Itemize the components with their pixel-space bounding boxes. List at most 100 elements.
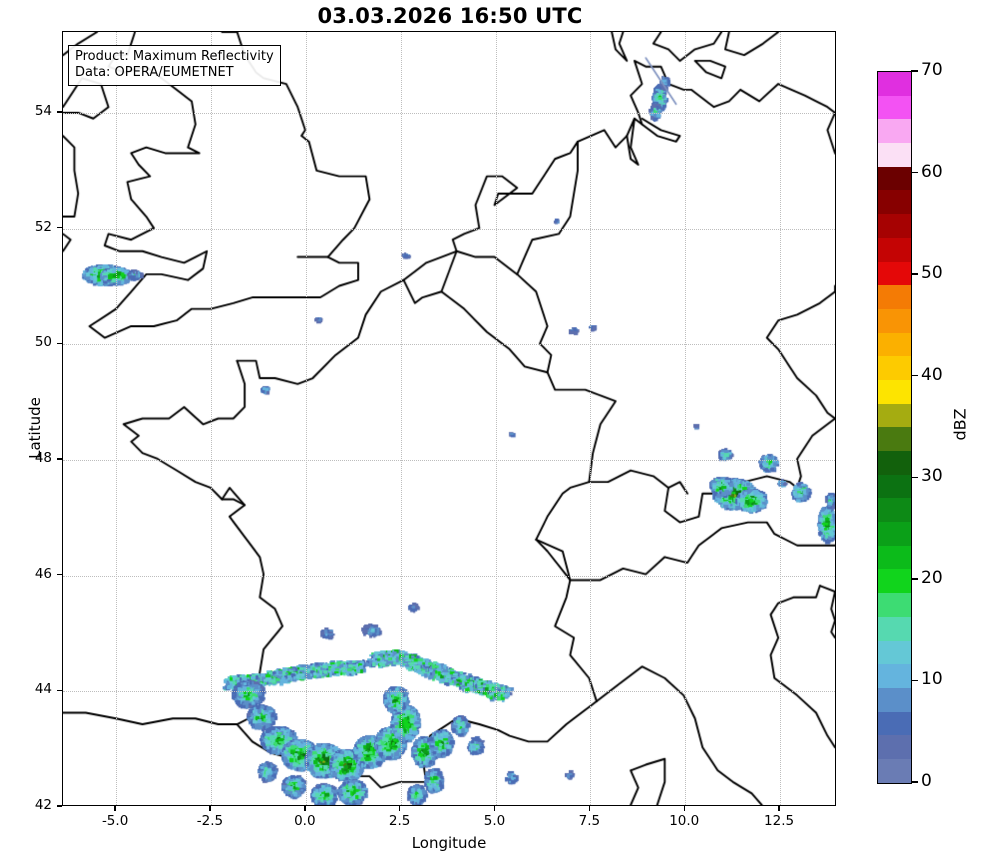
colorbar-band-21: [878, 569, 911, 594]
colorbar-band-17: [878, 474, 911, 499]
gridline-vertical: [210, 32, 212, 805]
x-tick: [588, 806, 591, 811]
y-tick-label: 48: [34, 449, 52, 466]
colorbar-band-28: [878, 735, 911, 759]
page-title: 03.03.2026 16:50 UTC: [317, 4, 583, 28]
y-tick: [57, 458, 62, 460]
x-tick: [683, 806, 685, 811]
x-tick: [304, 806, 306, 811]
annotation-data-line: Data: OPERA/EUMETNET: [75, 65, 234, 80]
colorbar-tick: [911, 375, 918, 377]
colorbar-tick-label: 70: [921, 60, 943, 80]
dbz-colorbar[interactable]: [877, 71, 912, 784]
x-tick-label: 0.0: [294, 813, 316, 829]
colorbar-band-25: [878, 664, 911, 688]
gridline-vertical: [780, 32, 782, 805]
x-tick: [778, 806, 780, 811]
colorbar-band-6: [878, 214, 911, 238]
colorbar-band-23: [878, 616, 911, 641]
gridline-horizontal: [63, 575, 835, 577]
y-tick: [57, 573, 62, 576]
colorbar-band-8: [878, 261, 911, 286]
gridline-horizontal: [63, 691, 835, 693]
colorbar-tick: [911, 679, 918, 682]
y-tick: [57, 111, 62, 113]
x-tick-label: 12.5: [764, 813, 795, 829]
radar-reflectivity-canvas: [63, 32, 835, 805]
colorbar-band-20: [878, 545, 911, 570]
colorbar-band-18: [878, 498, 911, 523]
radar-map-plot[interactable]: [62, 31, 836, 806]
gridline-vertical: [590, 32, 592, 805]
colorbar-band-24: [878, 640, 911, 665]
colorbar-band-13: [878, 379, 911, 404]
colorbar-tick-label: 0: [921, 771, 932, 791]
gridline-horizontal: [63, 112, 835, 114]
colorbar-band-9: [878, 285, 911, 309]
gridline-vertical: [495, 32, 497, 805]
colorbar-band-5: [878, 190, 911, 215]
gridline-horizontal: [63, 459, 835, 461]
colorbar-tick-label: 20: [921, 567, 943, 588]
y-tick: [57, 689, 62, 692]
colorbar-tick-label: 40: [921, 364, 943, 385]
colorbar-tick-label: 30: [921, 466, 943, 487]
colorbar-band-26: [878, 687, 911, 712]
colorbar-band-12: [878, 356, 911, 380]
colorbar-tick-label: 60: [921, 161, 943, 182]
x-tick-label: 7.5: [578, 813, 601, 829]
colorbar-tick-label: 50: [921, 263, 943, 284]
gridline-horizontal: [63, 228, 835, 230]
colorbar-tick: [911, 70, 918, 72]
colorbar-band-10: [878, 308, 911, 333]
colorbar-title: dBZ: [950, 408, 970, 441]
x-tick-label: -5.0: [101, 813, 129, 829]
colorbar-band-22: [878, 593, 911, 617]
colorbar-band-1: [878, 95, 911, 120]
colorbar-band-2: [878, 119, 911, 144]
colorbar-band-14: [878, 403, 911, 428]
x-tick-label: -2.5: [196, 813, 224, 829]
x-tick-label: 5.0: [483, 813, 506, 829]
gridline-horizontal: [63, 344, 835, 346]
y-tick-label: 52: [34, 218, 52, 235]
colorbar-band-7: [878, 237, 911, 262]
colorbar-band-4: [878, 166, 911, 191]
annotation-product-line: Product: Maximum Reflectivity: [75, 49, 274, 64]
gridline-vertical: [305, 32, 307, 805]
y-tick-label: 46: [34, 565, 52, 582]
y-tick: [57, 342, 62, 344]
x-tick: [398, 806, 401, 811]
y-tick-label: 54: [34, 102, 52, 119]
colorbar-band-27: [878, 711, 911, 736]
product-annotation-box: Product: Maximum Reflectivity Data: OPER…: [68, 45, 281, 86]
colorbar-band-11: [878, 332, 911, 357]
colorbar-band-16: [878, 451, 911, 475]
colorbar-tick: [911, 781, 918, 783]
colorbar-band-15: [878, 427, 911, 451]
colorbar-band-0: [878, 72, 911, 96]
y-tick-label: 44: [34, 681, 52, 698]
y-tick: [57, 226, 62, 229]
colorbar-band-29: [878, 758, 911, 783]
x-tick-label: 2.5: [388, 813, 411, 829]
colorbar-tick: [911, 171, 918, 174]
x-tick: [114, 806, 116, 811]
x-tick: [493, 806, 496, 811]
gridline-vertical: [116, 32, 118, 805]
y-axis-title: Latitude: [26, 397, 44, 459]
colorbar-band-3: [878, 143, 911, 167]
x-tick-label: 10.0: [669, 813, 700, 829]
gridline-vertical: [400, 32, 402, 805]
colorbar-tick: [911, 578, 918, 580]
colorbar-tick: [911, 273, 918, 275]
x-tick: [209, 806, 211, 811]
colorbar-band-19: [878, 522, 911, 546]
y-tick-label: 42: [34, 797, 52, 813]
colorbar-tick: [911, 476, 918, 478]
y-tick: [57, 805, 62, 807]
colorbar-tick-label: 10: [921, 669, 943, 690]
x-axis-title: Longitude: [411, 834, 487, 852]
y-tick-label: 50: [34, 334, 52, 351]
gridline-vertical: [685, 32, 687, 805]
